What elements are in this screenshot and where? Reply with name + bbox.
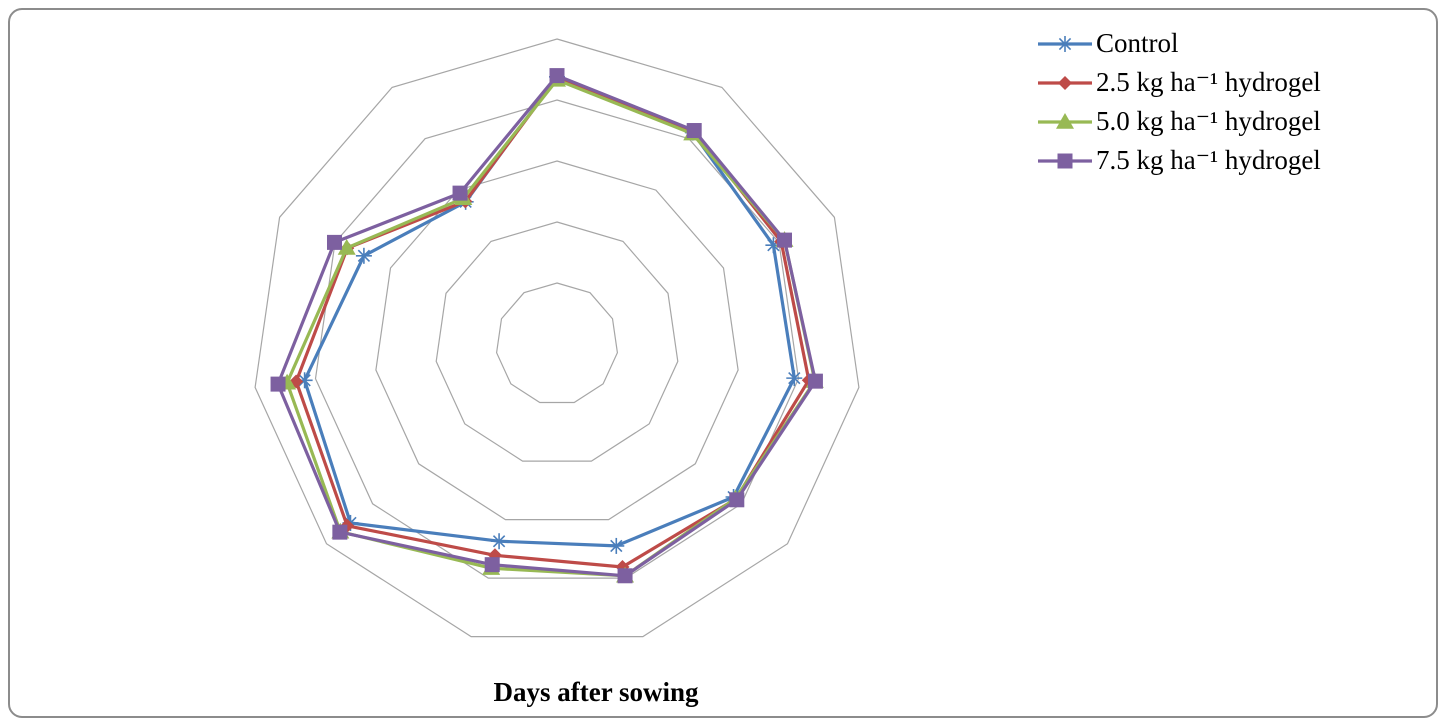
legend-swatch-control <box>1038 35 1092 52</box>
series-0-point-6 <box>491 533 508 550</box>
series-3-point-1 <box>686 123 702 139</box>
radar-grid-ring-2 <box>435 221 679 462</box>
chart-frame <box>8 8 1438 718</box>
legend-item-control: Control <box>1034 24 1321 63</box>
series-3-point-8 <box>270 376 286 392</box>
radar-grid <box>254 38 860 638</box>
series-3-point-0 <box>549 68 565 84</box>
radar-series <box>270 68 824 584</box>
legend-swatch-2-5-hydrogel <box>1038 75 1092 90</box>
series-0-line <box>303 75 796 548</box>
radar-grid-ring-4 <box>314 99 800 579</box>
series-3-point-3 <box>807 373 823 389</box>
legend: Control 2.5 kg ha⁻¹ hydrogel 5.0 kg ha⁻¹… <box>1034 24 1321 180</box>
series-3-point-5 <box>617 568 633 584</box>
legend-marker <box>1058 75 1072 90</box>
series-0-point-9 <box>355 247 372 264</box>
series-3-line <box>276 73 818 578</box>
series-0-point-3 <box>786 370 803 387</box>
series-3-point-9 <box>326 234 342 250</box>
radar-grid-ring-1 <box>495 282 619 404</box>
x-axis-title: Days after sowing <box>493 677 699 707</box>
legend-item-2-5-hydrogel: 2.5 kg ha⁻¹ hydrogel <box>1034 63 1321 102</box>
series-2-point-9 <box>337 238 356 255</box>
series-3-point-10 <box>452 185 468 201</box>
series-0 <box>296 68 803 554</box>
legend-item-7-5-hydrogel: 7.5 kg ha⁻¹ hydrogel <box>1034 141 1321 180</box>
legend-marker <box>1057 153 1073 168</box>
legend-label-control: Control <box>1096 28 1179 58</box>
series-3-point-6 <box>484 557 500 573</box>
radar-grid-ring-3 <box>375 160 739 521</box>
legend-label-7-5-hydrogel: 7.5 kg ha⁻¹ hydrogel <box>1096 145 1321 175</box>
legend-marker <box>1056 112 1074 129</box>
legend-swatch-7-5-hydrogel <box>1038 153 1092 168</box>
series-0-point-5 <box>608 537 625 554</box>
legend-marker <box>1057 35 1073 52</box>
series-0-point-8 <box>296 372 313 389</box>
legend-label-5-0-hydrogel: 5.0 kg ha⁻¹ hydrogel <box>1096 106 1321 136</box>
legend-swatch-5-0-hydrogel <box>1038 112 1092 129</box>
series-3-point-4 <box>729 492 745 508</box>
radar-grid-ring-5 <box>254 38 860 638</box>
series-3-point-2 <box>776 232 792 248</box>
series-3-point-7 <box>332 524 348 540</box>
legend-item-5-0-hydrogel: 5.0 kg ha⁻¹ hydrogel <box>1034 102 1321 141</box>
series-3 <box>270 68 823 584</box>
legend-label-2-5-hydrogel: 2.5 kg ha⁻¹ hydrogel <box>1096 67 1321 97</box>
